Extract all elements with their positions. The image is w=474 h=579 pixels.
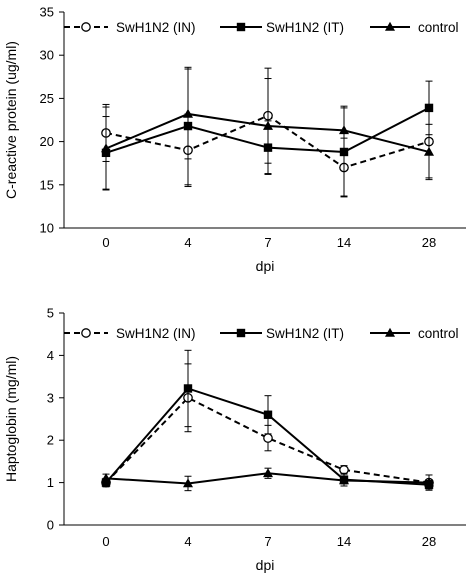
legend-marker [81, 328, 91, 338]
x-tick-label: 4 [184, 534, 191, 549]
x-tick-label: 0 [102, 534, 109, 549]
legend-label: SwH1N2 (IN) [116, 326, 196, 341]
y-axis-title: Haptoglobin (mg/ml) [3, 356, 19, 482]
y-tick-label: 2 [47, 433, 54, 448]
legend-item-2: SwH1N2 (IT) [220, 326, 344, 341]
y-tick-label: 35 [40, 5, 54, 20]
legend-label: SwH1N2 (IN) [116, 20, 196, 35]
data-point [263, 468, 273, 478]
y-tick-label: 0 [47, 518, 54, 533]
legend-item-1: SwH1N2 (IN) [64, 20, 196, 35]
data-point [183, 384, 193, 393]
data-point [263, 410, 273, 419]
legend-label: SwH1N2 (IT) [266, 326, 344, 341]
data-point [424, 477, 434, 487]
legend-item-1: SwH1N2 (IN) [64, 326, 196, 341]
y-tick-label: 5 [47, 306, 54, 321]
y-tick-label: 4 [47, 348, 54, 363]
x-tick-label: 14 [337, 235, 351, 250]
y-tick-label: 1 [47, 475, 54, 490]
x-tick-label: 28 [422, 235, 436, 250]
data-point [339, 125, 349, 135]
chart-2: 0 1 2 3 4 5 0 4 7 14 28 dpi Haptoglobin (mg/ml) SwH1N… [3, 306, 466, 573]
x-tick-label: 4 [184, 235, 191, 250]
series-3 [101, 68, 434, 191]
legend-marker [236, 328, 246, 338]
x-axis-title: dpi [256, 557, 275, 573]
legend-label: control [418, 326, 459, 341]
x-tick-label: 14 [337, 534, 351, 549]
data-point [263, 120, 273, 130]
data-point [424, 103, 434, 113]
data-point [183, 478, 193, 488]
legend-item-3: control [370, 326, 459, 341]
legend-marker [236, 22, 246, 32]
x-tick-label: 7 [264, 534, 271, 549]
legend-marker [385, 21, 395, 31]
legend-label: SwH1N2 (IT) [266, 20, 344, 35]
data-point [183, 108, 193, 118]
data-point [424, 146, 434, 156]
y-tick-label: 25 [40, 91, 54, 106]
y-tick-label: 15 [40, 177, 54, 192]
x-tick-label: 7 [264, 235, 271, 250]
legend-label: control [418, 20, 459, 35]
series-3 [101, 467, 434, 492]
data-point [101, 143, 111, 153]
data-point [339, 475, 349, 485]
y-tick-label: 20 [40, 134, 54, 149]
legend-item-3: control [370, 20, 459, 35]
legend-item-2: SwH1N2 (IT) [220, 20, 344, 35]
y-tick-label: 3 [47, 390, 54, 405]
chart-1: 10 15 20 25 30 35 0 4 7 14 28 dpi C-reactive protein… [3, 5, 466, 274]
x-tick-label: 0 [102, 235, 109, 250]
legend-marker [81, 22, 91, 32]
y-tick-label: 30 [40, 48, 54, 63]
data-point [101, 473, 111, 483]
data-point [263, 433, 273, 443]
legend-marker [385, 327, 395, 337]
y-tick-label: 10 [40, 221, 54, 236]
x-axis-title: dpi [256, 258, 275, 274]
y-axis-title: C-reactive protein (ug/ml) [3, 41, 19, 199]
x-tick-label: 28 [422, 534, 436, 549]
